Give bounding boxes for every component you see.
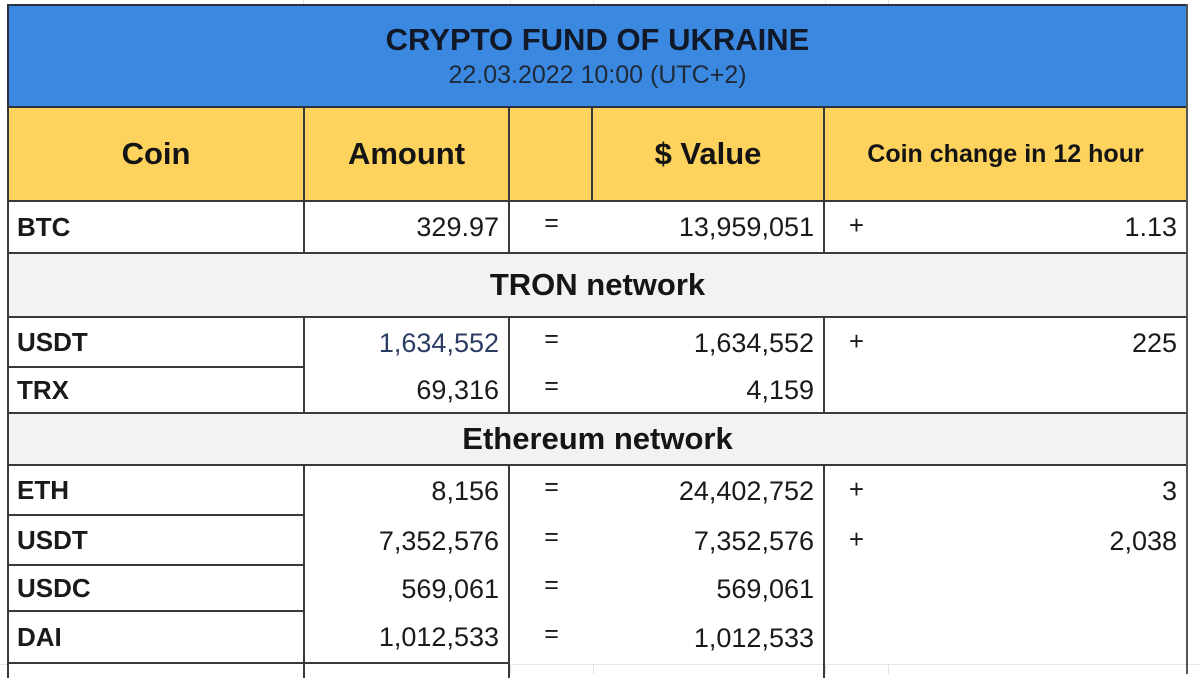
value-cell-tron-trx[interactable]: 4,159 (593, 368, 825, 412)
column-header-amount[interactable]: Amount (305, 108, 510, 202)
amount-cell-eth[interactable]: 8,156 (305, 466, 510, 516)
change-cell-dai[interactable] (888, 612, 1188, 664)
value-cell-eth-usdt[interactable]: 7,352,576 (593, 516, 825, 566)
sign-cell-usdc[interactable] (825, 566, 888, 612)
equals-cell-usdc[interactable]: = (510, 566, 593, 612)
sign-cell-btc[interactable]: + (825, 202, 888, 254)
value-cell-usdc[interactable]: 569,061 (593, 566, 825, 612)
value-cell-tron-usdt[interactable]: 1,634,552 (593, 318, 825, 368)
sign-cell-eth[interactable]: + (825, 466, 888, 516)
section-header-tron[interactable]: TRON network (7, 252, 1188, 318)
sign-cell-tron-trx[interactable] (825, 368, 888, 412)
coin-cell-eth[interactable]: ETH (7, 466, 305, 516)
change-cell-usdc[interactable] (888, 566, 1188, 612)
sign-cell-dai[interactable] (825, 612, 888, 664)
amount-cell-usdc[interactable]: 569,061 (305, 566, 510, 612)
amount-cell-btc[interactable]: 329.97 (305, 202, 510, 254)
column-header-value[interactable]: $ Value (593, 108, 825, 202)
coin-cell-tron-trx[interactable]: TRX (7, 368, 305, 412)
coin-cell-tron-usdt[interactable]: USDT (7, 318, 305, 368)
change-cell-btc[interactable]: 1.13 (888, 202, 1188, 254)
equals-cell-eth[interactable]: = (510, 466, 593, 516)
sign-cell-tron-usdt[interactable]: + (825, 318, 888, 368)
gridline (0, 664, 1200, 665)
coin-cell-usdc[interactable]: USDC (7, 566, 305, 612)
equals-cell-tron-trx[interactable]: = (510, 368, 593, 412)
column-header-coin[interactable]: Coin (7, 108, 305, 202)
coin-cell-dai[interactable]: DAI (7, 612, 305, 664)
equals-cell-eth-usdt[interactable]: = (510, 516, 593, 566)
empty-cell[interactable] (305, 664, 510, 678)
coin-cell-btc[interactable]: BTC (7, 202, 305, 254)
value-cell-btc[interactable]: 13,959,051 (593, 202, 825, 254)
page-title: CRYPTO FUND OF UKRAINE (385, 21, 810, 57)
title-block[interactable]: CRYPTO FUND OF UKRAINE 22.03.2022 10:00 … (7, 4, 1188, 108)
column-header-equals[interactable] (510, 108, 593, 202)
change-cell-eth[interactable]: 3 (888, 466, 1188, 516)
value-cell-eth[interactable]: 24,402,752 (593, 466, 825, 516)
empty-cell[interactable] (593, 664, 825, 678)
column-header-change[interactable]: Coin change in 12 hour (825, 108, 1188, 202)
value-cell-dai[interactable]: 1,012,533 (593, 612, 825, 664)
change-cell-tron-usdt[interactable]: 225 (888, 318, 1188, 368)
report-timestamp: 22.03.2022 10:00 (UTC+2) (448, 60, 747, 89)
change-cell-tron-trx[interactable] (888, 368, 1188, 412)
section-header-ethereum[interactable]: Ethereum network (7, 412, 1188, 466)
amount-cell-tron-trx[interactable]: 69,316 (305, 368, 510, 412)
amount-cell-tron-usdt[interactable]: 1,634,552 (305, 318, 510, 368)
amount-cell-dai[interactable]: 1,012,533 (305, 612, 510, 664)
empty-cell[interactable] (7, 664, 305, 678)
equals-cell-dai[interactable]: = (510, 612, 593, 664)
change-cell-eth-usdt[interactable]: 2,038 (888, 516, 1188, 566)
table-right-border (1186, 4, 1188, 674)
equals-cell-tron-usdt[interactable]: = (510, 318, 593, 368)
coin-cell-eth-usdt[interactable]: USDT (7, 516, 305, 566)
amount-cell-eth-usdt[interactable]: 7,352,576 (305, 516, 510, 566)
equals-cell-btc[interactable]: = (510, 202, 593, 254)
sign-cell-eth-usdt[interactable]: + (825, 516, 888, 566)
